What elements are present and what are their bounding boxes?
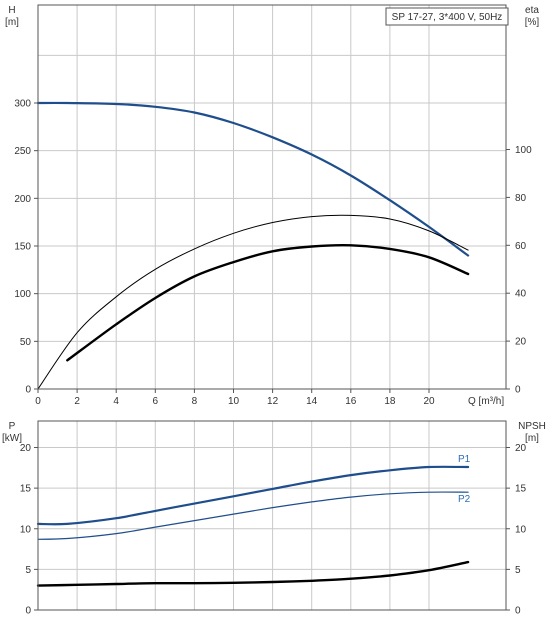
right-tick-label-top: 20 [515, 337, 527, 348]
left-axis-title-bottom: P [9, 421, 16, 432]
left-tick-label-top: 200 [14, 194, 31, 205]
x-tick-label: 8 [192, 396, 198, 407]
left-tick-label-top: 0 [25, 385, 31, 396]
x-tick-label: 12 [267, 396, 279, 407]
series-line-p1 [36, 465, 470, 526]
left-tick-label-bottom: 0 [25, 606, 31, 617]
right-axis-title-top: eta [525, 5, 539, 16]
series-label-p2: P2 [458, 494, 471, 505]
right-axis-unit-bottom: [m] [525, 433, 539, 444]
x-tick-label: 4 [113, 396, 119, 407]
x-tick-label: 0 [35, 396, 41, 407]
right-tick-label-bottom: 0 [515, 606, 521, 617]
series-line-npsh [36, 560, 470, 587]
legend-box-text: SP 17-27, 3*400 V, 50Hz [392, 12, 503, 23]
x-tick-label: 14 [306, 396, 318, 407]
series-label-p1: P1 [458, 454, 471, 465]
left-axis-unit-top: [m] [5, 17, 19, 28]
right-tick-label-top: 40 [515, 289, 527, 300]
right-tick-label-bottom: 15 [515, 484, 527, 495]
right-tick-label-top: 100 [515, 145, 532, 156]
axes-layer [34, 4, 510, 611]
x-tick-label: 20 [423, 396, 435, 407]
left-tick-label-bottom: 10 [20, 524, 32, 535]
left-tick-label-top: 150 [14, 242, 31, 253]
left-tick-label-top: 50 [20, 337, 32, 348]
x-tick-label: 10 [228, 396, 240, 407]
grid-layer [38, 5, 506, 610]
left-tick-label-bottom: 15 [20, 484, 32, 495]
right-tick-label-bottom: 10 [515, 524, 527, 535]
right-tick-label-bottom: 5 [515, 565, 521, 576]
left-axis-title-top: H [8, 5, 15, 16]
left-axis-unit-bottom: [kW] [2, 433, 22, 444]
left-tick-label-bottom: 5 [25, 565, 31, 576]
x-tick-label: 18 [384, 396, 396, 407]
x-axis-title: Q [m³/h] [468, 396, 504, 407]
series-line-p2 [37, 491, 469, 540]
right-tick-label-top: 60 [515, 241, 527, 252]
right-axis-title-bottom: NPSH [518, 421, 546, 432]
text-layer: 050100150200250300020406080100H[m]eta[%]… [2, 5, 546, 617]
x-tick-label: 16 [345, 396, 357, 407]
right-tick-label-top: 80 [515, 193, 527, 204]
series-line-head [36, 101, 470, 257]
right-tick-label-bottom: 20 [515, 443, 527, 454]
left-tick-label-top: 250 [14, 146, 31, 157]
left-tick-label-top: 300 [14, 99, 31, 110]
x-tick-label: 6 [153, 396, 159, 407]
plot-frame-bottom [37, 420, 507, 611]
series-line-eta_thick [66, 243, 470, 362]
series-line-eta_thin [37, 214, 469, 390]
left-tick-label-top: 100 [14, 289, 31, 300]
right-tick-label-top: 0 [515, 385, 521, 396]
x-tick-label: 2 [74, 396, 80, 407]
series-layer [36, 101, 470, 587]
left-tick-label-bottom: 20 [20, 443, 32, 454]
legend-box-frame [385, 7, 509, 26]
right-axis-unit-top: [%] [525, 17, 540, 28]
